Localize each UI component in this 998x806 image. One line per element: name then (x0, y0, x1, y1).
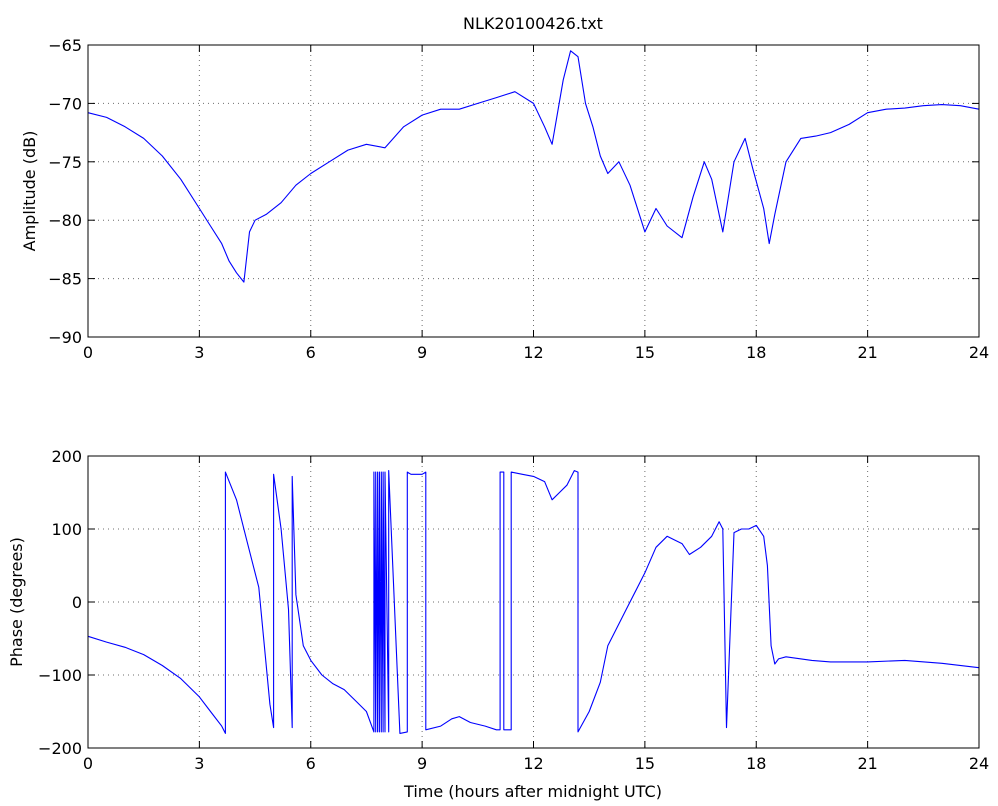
x-tick-label: 6 (306, 343, 316, 362)
amplitude-series (87, 50, 980, 283)
y-tick-label: −85 (48, 270, 82, 289)
amplitude-panel: NLK20100426.txt 0 3 6 9 12 15 18 21 24 −90 −85 −80 −… (20, 14, 989, 362)
y-tick-label: 100 (51, 520, 82, 539)
x-tick-label: 12 (523, 343, 543, 362)
x-tick-label: 3 (194, 754, 204, 773)
y-tick-label: −65 (48, 36, 82, 55)
y-tick-label: −75 (48, 153, 82, 172)
x-tick-label: 6 (306, 754, 316, 773)
phase-grid (88, 456, 979, 748)
x-tick-label: 3 (194, 343, 204, 362)
x-tick-label: 18 (746, 343, 766, 362)
y-tick-label: −100 (38, 666, 82, 685)
x-tick-label: 0 (83, 754, 93, 773)
x-tick-label: 9 (417, 754, 427, 773)
amplitude-ticks: 0 3 6 9 12 15 18 21 24 −90 −85 −80 −75 −70 −65 (48, 36, 989, 362)
x-tick-label: 15 (635, 343, 655, 362)
phase-series (87, 470, 980, 734)
chart-title: NLK20100426.txt (463, 14, 603, 33)
x-tick-label: 15 (635, 754, 655, 773)
series-line (87, 470, 980, 734)
x-tick-label: 9 (417, 343, 427, 362)
series-line (87, 50, 980, 283)
amplitude-ylabel: Amplitude (dB) (20, 131, 39, 252)
x-tick-label: 21 (857, 754, 877, 773)
y-tick-label: −200 (38, 739, 82, 758)
phase-xlabel: Time (hours after midnight UTC) (403, 782, 662, 801)
phase-panel: 0 3 6 9 12 15 18 21 24 −200 −100 0 100 200 Phase (deg… (7, 447, 989, 801)
y-tick-label: −70 (48, 94, 82, 113)
x-tick-label: 24 (969, 754, 989, 773)
y-tick-label: 200 (51, 447, 82, 466)
x-tick-label: 24 (969, 343, 989, 362)
phase-ticks: 0 3 6 9 12 15 18 21 24 −200 −100 0 100 200 (38, 447, 989, 773)
y-tick-label: −80 (48, 211, 82, 230)
phase-ylabel: Phase (degrees) (7, 537, 26, 667)
y-tick-label: −90 (48, 328, 82, 347)
x-tick-label: 18 (746, 754, 766, 773)
x-tick-label: 21 (857, 343, 877, 362)
y-tick-label: 0 (72, 593, 82, 612)
x-tick-label: 12 (523, 754, 543, 773)
x-tick-label: 0 (83, 343, 93, 362)
